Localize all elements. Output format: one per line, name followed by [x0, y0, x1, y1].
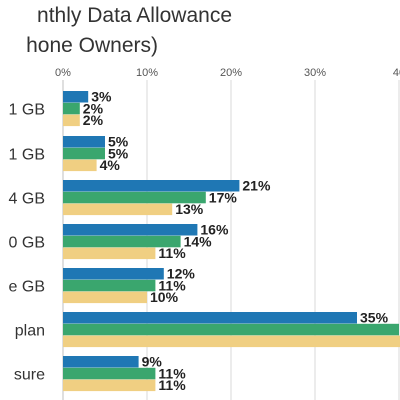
bar — [63, 136, 105, 148]
x-tick-label: 0% — [55, 67, 71, 79]
category-label: e GB — [9, 279, 45, 296]
data-label: 14% — [184, 233, 213, 249]
bar — [63, 102, 80, 115]
bar — [63, 224, 198, 236]
bar — [63, 114, 80, 127]
bar — [63, 367, 156, 380]
category-label: plan — [15, 323, 45, 340]
data-label: 11% — [158, 277, 186, 293]
category-label: 1 GB — [9, 102, 45, 119]
bar — [63, 247, 156, 260]
bar — [63, 379, 156, 392]
data-label: 3% — [91, 89, 112, 105]
bar — [63, 147, 105, 160]
bar — [63, 279, 156, 292]
data-label: 11% — [158, 377, 186, 393]
x-tick-label: 40 — [393, 67, 400, 79]
chart-title-line-1: nthly Data Allowance — [37, 4, 232, 27]
data-label: 11% — [158, 365, 186, 381]
data-label: 35% — [360, 310, 389, 326]
data-label: 17% — [209, 189, 238, 205]
data-label: 5% — [108, 134, 129, 150]
bar — [63, 235, 181, 248]
category-label: 4 GB — [9, 191, 45, 208]
bar — [63, 291, 147, 304]
bar — [63, 356, 139, 368]
data-label: 11% — [158, 245, 186, 261]
category-label: 0 GB — [9, 235, 45, 252]
bar — [63, 191, 206, 204]
x-tick-label: 10% — [136, 67, 158, 79]
data-label: 9% — [142, 354, 163, 370]
bar — [63, 323, 399, 336]
chart-title-line-2: hone Owners) — [26, 34, 158, 57]
chart-title: nthly Data Allowance hone Owners) — [0, 0, 400, 60]
category-label: sure — [14, 367, 45, 384]
data-label: 5% — [108, 145, 129, 161]
bar — [63, 335, 400, 348]
data-label: 21% — [242, 178, 271, 194]
bar — [63, 203, 173, 216]
bar — [63, 91, 89, 103]
category-label: 1 GB — [9, 147, 45, 164]
data-label: 4% — [100, 157, 121, 173]
data-label: 13% — [175, 201, 204, 217]
bar — [63, 268, 164, 280]
data-label: 10% — [150, 289, 179, 305]
bar — [63, 180, 240, 192]
x-tick-label: 20% — [220, 67, 242, 79]
data-label: 12% — [167, 266, 196, 282]
bar — [63, 312, 357, 324]
data-label: 16% — [200, 222, 229, 238]
data-label: 2% — [83, 112, 104, 128]
x-tick-label: 30% — [304, 67, 326, 79]
bar — [63, 159, 97, 172]
data-label: 2% — [83, 100, 104, 116]
